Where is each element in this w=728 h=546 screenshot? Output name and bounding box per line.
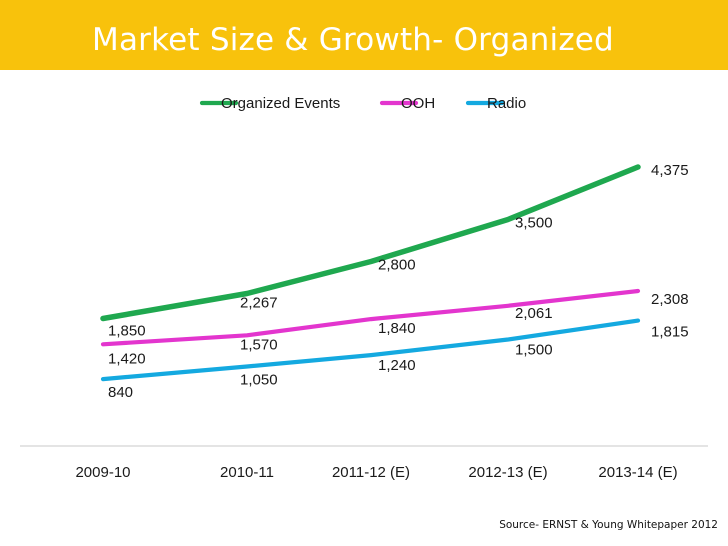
series-line-organized-events xyxy=(100,164,641,322)
chart-title: Market Size & Growth- Organized xyxy=(92,22,614,58)
x-tick-label: 2012-13 (E) xyxy=(468,464,547,481)
data-label: 1,850 xyxy=(108,323,146,340)
legend-entry: Radio xyxy=(487,95,526,112)
data-label: 1,050 xyxy=(240,372,278,389)
data-label: 1,500 xyxy=(515,342,553,359)
x-tick-label: 2011-12 (E) xyxy=(332,464,410,481)
series-line-radio xyxy=(100,318,641,382)
data-label: 4,375 xyxy=(651,162,689,179)
data-label: 2,061 xyxy=(515,305,553,322)
data-label: 1,815 xyxy=(651,324,689,341)
series-line-ooh xyxy=(100,288,641,347)
data-label: 2,800 xyxy=(378,257,416,274)
data-label: 1,420 xyxy=(108,350,146,367)
x-tick-label: 2009-10 xyxy=(75,464,130,481)
data-label: 840 xyxy=(108,384,133,401)
data-label: 3,500 xyxy=(515,215,553,232)
x-tick-label: 2013-14 (E) xyxy=(598,464,677,481)
data-label: 1,240 xyxy=(378,357,416,374)
legend-entry: Organized Events xyxy=(221,95,340,112)
x-tick-label: 2010-11 xyxy=(220,464,274,481)
data-label: 1,570 xyxy=(240,336,278,353)
title-banner: Market Size & Growth- Organized xyxy=(0,0,728,70)
source-note: Source- ERNST & Young Whitepaper 2012 xyxy=(499,519,718,531)
data-label: 1,840 xyxy=(378,320,416,337)
legend-entry: OOH xyxy=(401,95,435,112)
data-label: 2,308 xyxy=(651,291,689,308)
data-label: 2,267 xyxy=(240,294,278,311)
